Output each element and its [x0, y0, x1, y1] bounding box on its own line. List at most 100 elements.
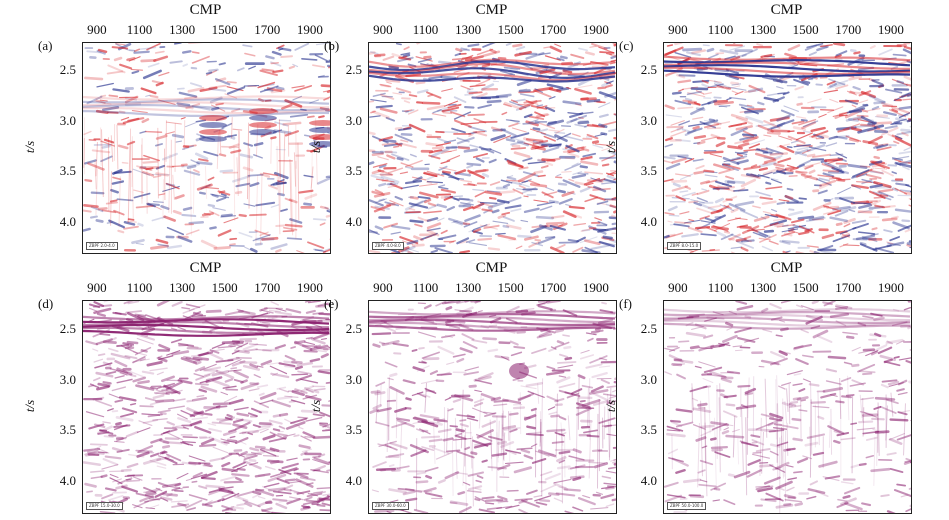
noise-stroke	[190, 473, 208, 480]
noise-stroke	[756, 148, 769, 154]
noise-stroke	[270, 61, 279, 65]
noise-stroke	[424, 387, 437, 394]
noise-stroke	[554, 43, 562, 48]
noise-stroke	[556, 465, 571, 470]
noise-stroke	[481, 496, 495, 500]
noise-stroke	[451, 220, 459, 224]
noise-stroke	[84, 482, 97, 488]
noise-stroke	[795, 251, 805, 253]
reflector-event	[664, 311, 911, 318]
noise-streak	[713, 417, 717, 491]
noise-stroke	[202, 464, 211, 467]
noise-stroke	[194, 152, 209, 160]
noise-streak	[586, 387, 589, 427]
noise-stroke	[312, 413, 325, 417]
noise-stroke	[857, 231, 876, 235]
noise-stroke	[820, 392, 837, 399]
noise-stroke	[600, 378, 610, 385]
noise-streak	[873, 436, 876, 486]
noise-stroke	[827, 425, 845, 435]
noise-stroke	[502, 425, 517, 430]
noise-stroke	[99, 94, 107, 98]
noise-stroke	[745, 115, 764, 124]
noise-stroke	[228, 143, 240, 149]
noise-stroke	[887, 242, 901, 247]
noise-stroke	[693, 170, 704, 175]
noise-stroke	[597, 241, 616, 246]
noise-stroke	[232, 423, 248, 430]
noise-stroke	[789, 166, 800, 172]
noise-stroke	[798, 225, 815, 234]
noise-stroke	[824, 475, 841, 480]
noise-stroke	[512, 188, 524, 195]
noise-stroke	[872, 428, 885, 434]
noise-stroke	[535, 450, 550, 457]
noise-stroke	[489, 48, 497, 54]
amplitude-anomaly	[249, 108, 277, 114]
noise-stroke	[299, 476, 316, 482]
noise-stroke	[730, 246, 743, 249]
noise-stroke	[294, 85, 313, 92]
noise-stroke	[232, 175, 251, 183]
noise-stroke	[205, 376, 223, 384]
noise-stroke	[426, 91, 442, 99]
noise-streak	[310, 148, 313, 207]
noise-stroke	[444, 334, 454, 338]
noise-stroke	[117, 144, 129, 150]
noise-stroke	[199, 86, 218, 93]
noise-stroke	[906, 60, 911, 64]
noise-stroke	[700, 220, 716, 224]
reflector-event	[664, 313, 910, 322]
noise-stroke	[883, 358, 893, 364]
noise-stroke	[561, 190, 575, 197]
noise-stroke	[385, 116, 395, 122]
noise-stroke	[519, 93, 535, 98]
noise-streak	[157, 127, 159, 199]
noise-stroke	[893, 140, 900, 145]
noise-stroke	[185, 303, 201, 309]
noise-stroke	[264, 307, 283, 310]
noise-stroke	[414, 223, 423, 228]
noise-stroke	[474, 379, 493, 385]
noise-stroke	[124, 354, 138, 360]
noise-stroke	[462, 201, 471, 207]
noise-stroke	[804, 441, 819, 447]
noise-stroke	[242, 166, 254, 172]
noise-stroke	[322, 423, 330, 428]
noise-stroke	[166, 453, 182, 462]
noise-stroke	[290, 399, 306, 405]
noise-stroke	[154, 490, 168, 498]
amplitude-anomaly	[249, 115, 277, 121]
noise-stroke	[482, 169, 489, 172]
noise-stroke	[500, 356, 510, 361]
noise-stroke	[781, 401, 793, 408]
noise-stroke	[546, 301, 561, 304]
noise-streak	[784, 401, 788, 424]
noise-stroke	[426, 217, 439, 222]
noise-stroke	[91, 149, 111, 154]
noise-stroke	[406, 239, 419, 245]
noise-stroke	[891, 108, 899, 113]
noise-stroke	[871, 344, 888, 353]
noise-stroke	[802, 149, 811, 154]
noise-stroke	[254, 445, 266, 449]
noise-stroke	[163, 215, 176, 222]
noise-stroke	[146, 360, 163, 367]
noise-stroke	[527, 390, 545, 398]
noise-stroke	[86, 50, 102, 54]
noise-stroke	[598, 417, 616, 424]
noise-stroke	[678, 88, 684, 92]
noise-stroke	[142, 457, 162, 465]
noise-stroke	[369, 161, 375, 166]
noise-streak	[828, 421, 831, 448]
noise-stroke	[99, 99, 108, 102]
noise-stroke	[707, 205, 721, 209]
noise-stroke	[598, 102, 611, 109]
noise-stroke	[96, 49, 106, 55]
noise-stroke	[564, 157, 575, 160]
noise-stroke	[117, 229, 125, 234]
noise-stroke	[891, 321, 908, 327]
noise-stroke	[467, 43, 480, 48]
noise-stroke	[551, 214, 565, 219]
noise-stroke	[709, 370, 727, 379]
